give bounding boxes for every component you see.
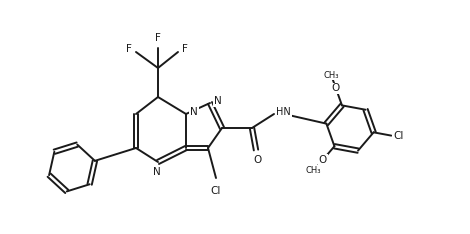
- Text: Cl: Cl: [393, 131, 404, 141]
- Text: N: N: [153, 167, 161, 177]
- Text: O: O: [319, 155, 327, 165]
- Text: N: N: [190, 107, 198, 117]
- Text: O: O: [254, 155, 262, 165]
- Text: O: O: [332, 84, 340, 93]
- Text: CH₃: CH₃: [306, 166, 321, 175]
- Text: N: N: [214, 96, 222, 106]
- Text: Cl: Cl: [211, 186, 221, 196]
- Text: CH₃: CH₃: [323, 71, 339, 80]
- Text: HN: HN: [276, 107, 291, 117]
- Text: F: F: [182, 44, 188, 54]
- Text: F: F: [126, 44, 132, 54]
- Text: F: F: [155, 33, 161, 43]
